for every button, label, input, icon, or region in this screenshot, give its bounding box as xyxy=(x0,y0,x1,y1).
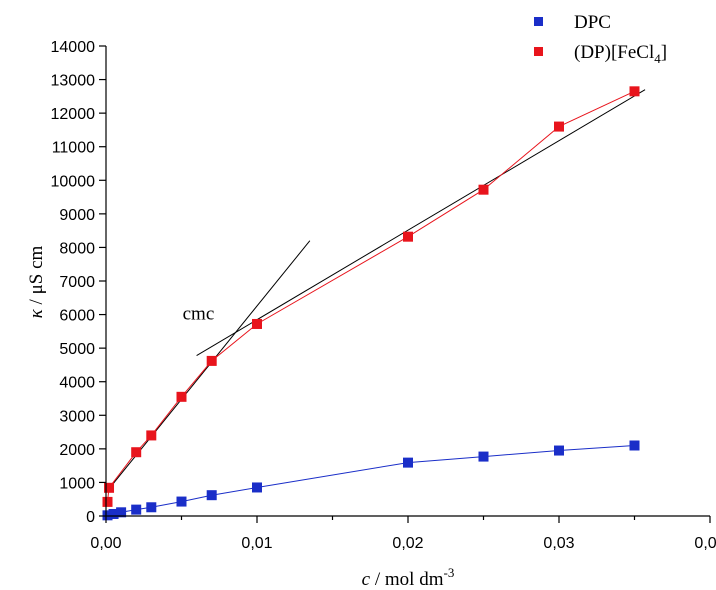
y-tick-label: 13000 xyxy=(51,73,96,90)
data-point-1 xyxy=(104,482,115,493)
data-point-0 xyxy=(629,440,640,451)
legend-label-dpc: DPC xyxy=(574,12,611,33)
x-tick-label: 0,03 xyxy=(543,535,574,552)
data-point-0 xyxy=(478,451,489,462)
data-point-0 xyxy=(176,496,187,507)
y-tick-label: 9000 xyxy=(59,207,95,224)
fit-lines xyxy=(105,89,646,493)
axes xyxy=(105,46,710,517)
y-axis-unit: / μS cm xyxy=(26,245,47,309)
data-point-0 xyxy=(206,490,217,501)
cmc-annotation: cmc xyxy=(183,304,215,325)
legend-fecl4-sub: 4 xyxy=(654,51,661,66)
x-axis-exponent: -3 xyxy=(443,565,454,580)
data-point-1 xyxy=(252,318,262,329)
y-axis-variable: κ xyxy=(26,308,47,318)
x-tick-label: 0,04 xyxy=(694,535,716,552)
data-point-1 xyxy=(554,121,564,132)
data-point-0 xyxy=(252,482,262,493)
data-point-1 xyxy=(478,184,489,195)
legend: DPC (DP)[FeCl4] xyxy=(534,12,667,66)
data-point-1 xyxy=(629,86,640,97)
y-tick-label: 11000 xyxy=(52,140,95,157)
data-point-0 xyxy=(102,510,113,521)
y-tick-label: 5000 xyxy=(59,341,95,358)
data-point-0 xyxy=(554,445,564,456)
y-tick-label: 2000 xyxy=(59,442,95,459)
y-tick-label: 6000 xyxy=(59,308,95,325)
y-tick-label: 8000 xyxy=(59,240,95,257)
legend-marker-dpc xyxy=(534,17,543,26)
series-line-0 xyxy=(107,445,635,516)
x-tick-label: 0,02 xyxy=(392,535,423,552)
data-point-1 xyxy=(403,231,413,242)
series-line-1 xyxy=(107,90,635,502)
data-point-1 xyxy=(176,391,187,402)
data-point-0 xyxy=(108,508,119,519)
x-axis-label: c / mol dm-3 xyxy=(362,565,455,590)
data-point-1 xyxy=(146,430,157,441)
y-tick-label: 7000 xyxy=(59,274,95,291)
y-tick-label: 12000 xyxy=(51,106,96,123)
data-point-0 xyxy=(131,504,142,515)
ticks: 0,00 0,01 0,02 0,03 0,04 0 1000 2000 3000 4000 500… xyxy=(51,39,716,552)
y-tick-label: 3000 xyxy=(59,408,95,425)
data-point-0 xyxy=(146,502,157,513)
x-tick-label: 0,00 xyxy=(90,535,121,552)
x-axis-variable: c xyxy=(362,569,371,590)
data-point-1 xyxy=(102,496,113,507)
legend-fecl4-main: (DP)[FeCl xyxy=(574,42,654,63)
data-point-1 xyxy=(131,447,142,458)
data-point-0 xyxy=(116,507,127,518)
x-tick-label: 0,01 xyxy=(241,535,272,552)
fit-line xyxy=(196,89,646,356)
data-series xyxy=(102,86,640,521)
data-point-0 xyxy=(403,457,413,468)
data-point-1 xyxy=(206,355,217,366)
legend-fecl4-end: ] xyxy=(661,42,667,63)
y-tick-label: 14000 xyxy=(51,39,96,56)
legend-marker-fecl4 xyxy=(534,47,543,56)
y-tick-label: 1000 xyxy=(59,475,95,492)
y-tick-label: 10000 xyxy=(51,173,96,190)
y-tick-label: 0 xyxy=(86,509,95,526)
legend-label-fecl4: (DP)[FeCl4] xyxy=(574,42,667,66)
y-axis-label: κ / μS cm xyxy=(26,245,47,318)
x-axis-unit: / mol dm xyxy=(370,569,444,590)
y-tick-label: 4000 xyxy=(59,375,95,392)
